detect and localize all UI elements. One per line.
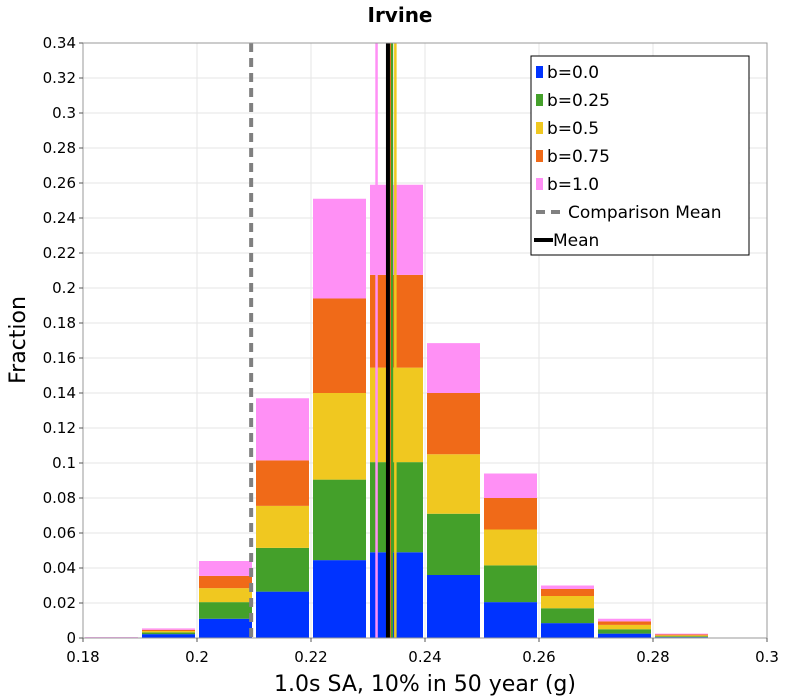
bar-segment-b-1-0 bbox=[598, 618, 651, 622]
y-tick-label: 0.2 bbox=[52, 279, 76, 297]
bar-segment-b-0-75 bbox=[598, 621, 651, 625]
bar-segment-b-1-0 bbox=[142, 628, 195, 630]
bar-segment-b-0-0 bbox=[484, 602, 537, 638]
y-tick-label: 0 bbox=[66, 629, 76, 647]
bar-segment-b-0-0 bbox=[142, 634, 195, 638]
x-tick-label: 0.22 bbox=[294, 648, 327, 666]
bar-segment-b-0-25 bbox=[427, 513, 480, 575]
y-tick-label: 0.12 bbox=[43, 419, 76, 437]
mean-lines bbox=[249, 43, 397, 638]
y-tick-label: 0.18 bbox=[43, 314, 76, 332]
bar-segment-b-1-0 bbox=[313, 198, 366, 299]
y-tick-label: 0.34 bbox=[43, 34, 76, 52]
y-tick-label: 0.24 bbox=[43, 209, 76, 227]
bar-segment-b-1-0 bbox=[541, 585, 594, 589]
bar-segment-b-0-25 bbox=[598, 629, 651, 634]
y-tick-label: 0.28 bbox=[43, 139, 76, 157]
x-tick-label: 0.28 bbox=[636, 648, 669, 666]
bar-segment-b-0-0 bbox=[199, 618, 252, 638]
bar-segment-b-0-75 bbox=[427, 393, 480, 455]
legend-swatch bbox=[536, 94, 543, 106]
grid-lines bbox=[82, 42, 768, 639]
x-axis-title: 1.0s SA, 10% in 50 year (g) bbox=[274, 672, 576, 697]
bar-segment-b-0-75 bbox=[484, 498, 537, 530]
x-tick-label: 0.24 bbox=[408, 648, 441, 666]
legend-label: Mean bbox=[553, 231, 599, 251]
bar-segment-b-0-0 bbox=[541, 623, 594, 638]
bar-segment-b-0-5 bbox=[427, 454, 480, 514]
y-axis-ticks: 0 0.02 0.04 0.06 0.08 0.1 0.12 0.14 0.16 0.18 0.2 0… bbox=[43, 34, 83, 647]
y-tick-label: 0.1 bbox=[52, 454, 76, 472]
x-tick-label: 0.26 bbox=[522, 648, 555, 666]
x-tick-label: 0.3 bbox=[755, 648, 779, 666]
bar-segment-b-1-0 bbox=[484, 473, 537, 498]
bar-segment-b-0-25 bbox=[142, 632, 195, 635]
y-tick-label: 0.08 bbox=[43, 489, 76, 507]
legend-label: b=0.0 bbox=[547, 63, 599, 83]
bar-segment-b-0-0 bbox=[256, 591, 309, 638]
bar-segment-b-0-5 bbox=[484, 529, 537, 566]
y-tick-label: 0.14 bbox=[43, 384, 76, 402]
bar-segment-b-0-5 bbox=[199, 588, 252, 603]
bar-segment-b-0-25 bbox=[313, 479, 366, 561]
legend-swatch bbox=[536, 122, 543, 134]
legend-label: b=0.75 bbox=[547, 147, 610, 167]
y-tick-label: 0.04 bbox=[43, 559, 76, 577]
y-axis-title: Fraction bbox=[6, 296, 31, 384]
legend-label: Comparison Mean bbox=[568, 203, 722, 223]
bar-segment-b-0-75 bbox=[142, 629, 195, 631]
bar-segment-b-1-0 bbox=[256, 398, 309, 461]
bar-segment-b-0-75 bbox=[199, 575, 252, 589]
bar-segment-b-0-25 bbox=[256, 547, 309, 592]
x-axis-ticks: 0.18 0.2 0.22 0.24 0.26 0.28 0.3 bbox=[66, 638, 779, 666]
y-tick-label: 0.32 bbox=[43, 69, 76, 87]
legend-swatch bbox=[536, 178, 543, 190]
bar-segment-b-0-75 bbox=[313, 298, 366, 393]
legend-label: b=0.25 bbox=[547, 91, 610, 111]
bar-segment-b-0-5 bbox=[598, 624, 651, 630]
x-tick-label: 0.18 bbox=[66, 648, 99, 666]
y-tick-label: 0.26 bbox=[43, 174, 76, 192]
legend: b=0.0 b=0.25 b=0.5 b=0.75 b=1.0 Comparison Me… bbox=[530, 55, 750, 256]
y-tick-label: 0.3 bbox=[52, 104, 76, 122]
bar-segment-b-1-0 bbox=[199, 561, 252, 576]
x-tick-label: 0.2 bbox=[185, 648, 209, 666]
bar-segment-b-0-75 bbox=[655, 634, 708, 636]
bar-segment-b-0-75 bbox=[256, 460, 309, 506]
y-tick-label: 0.06 bbox=[43, 524, 76, 542]
bar-segment-b-0-5 bbox=[541, 596, 594, 609]
bar-segment-b-0-25 bbox=[484, 565, 537, 603]
bar-segment-b-0-5 bbox=[655, 635, 708, 637]
bar-segment-b-0-0 bbox=[313, 560, 366, 638]
chart-title: Irvine bbox=[368, 3, 433, 27]
legend-label: b=1.0 bbox=[547, 175, 599, 195]
bar-segment-b-0-25 bbox=[655, 636, 708, 638]
bar-segment-b-0-5 bbox=[313, 393, 366, 480]
legend-swatch bbox=[536, 150, 543, 162]
legend-label: b=0.5 bbox=[547, 119, 599, 139]
y-tick-label: 0.02 bbox=[43, 594, 76, 612]
bar-segment-b-0-5 bbox=[256, 505, 309, 548]
legend-box bbox=[530, 55, 750, 256]
y-tick-label: 0.16 bbox=[43, 349, 76, 367]
legend-swatch bbox=[536, 66, 543, 78]
bar-segment-b-0-0 bbox=[598, 633, 651, 638]
bar-segment-b-0-5 bbox=[142, 631, 195, 633]
y-tick-label: 0.22 bbox=[43, 244, 76, 262]
bar-segment-b-0-25 bbox=[199, 602, 252, 619]
bar-segment-b-0-25 bbox=[541, 608, 594, 624]
bar-segment-b-0-0 bbox=[427, 575, 480, 638]
bar-segment-b-0-75 bbox=[541, 589, 594, 596]
bar-segment-b-1-0 bbox=[427, 343, 480, 393]
bar-segment-b-1-0 bbox=[655, 633, 708, 635]
